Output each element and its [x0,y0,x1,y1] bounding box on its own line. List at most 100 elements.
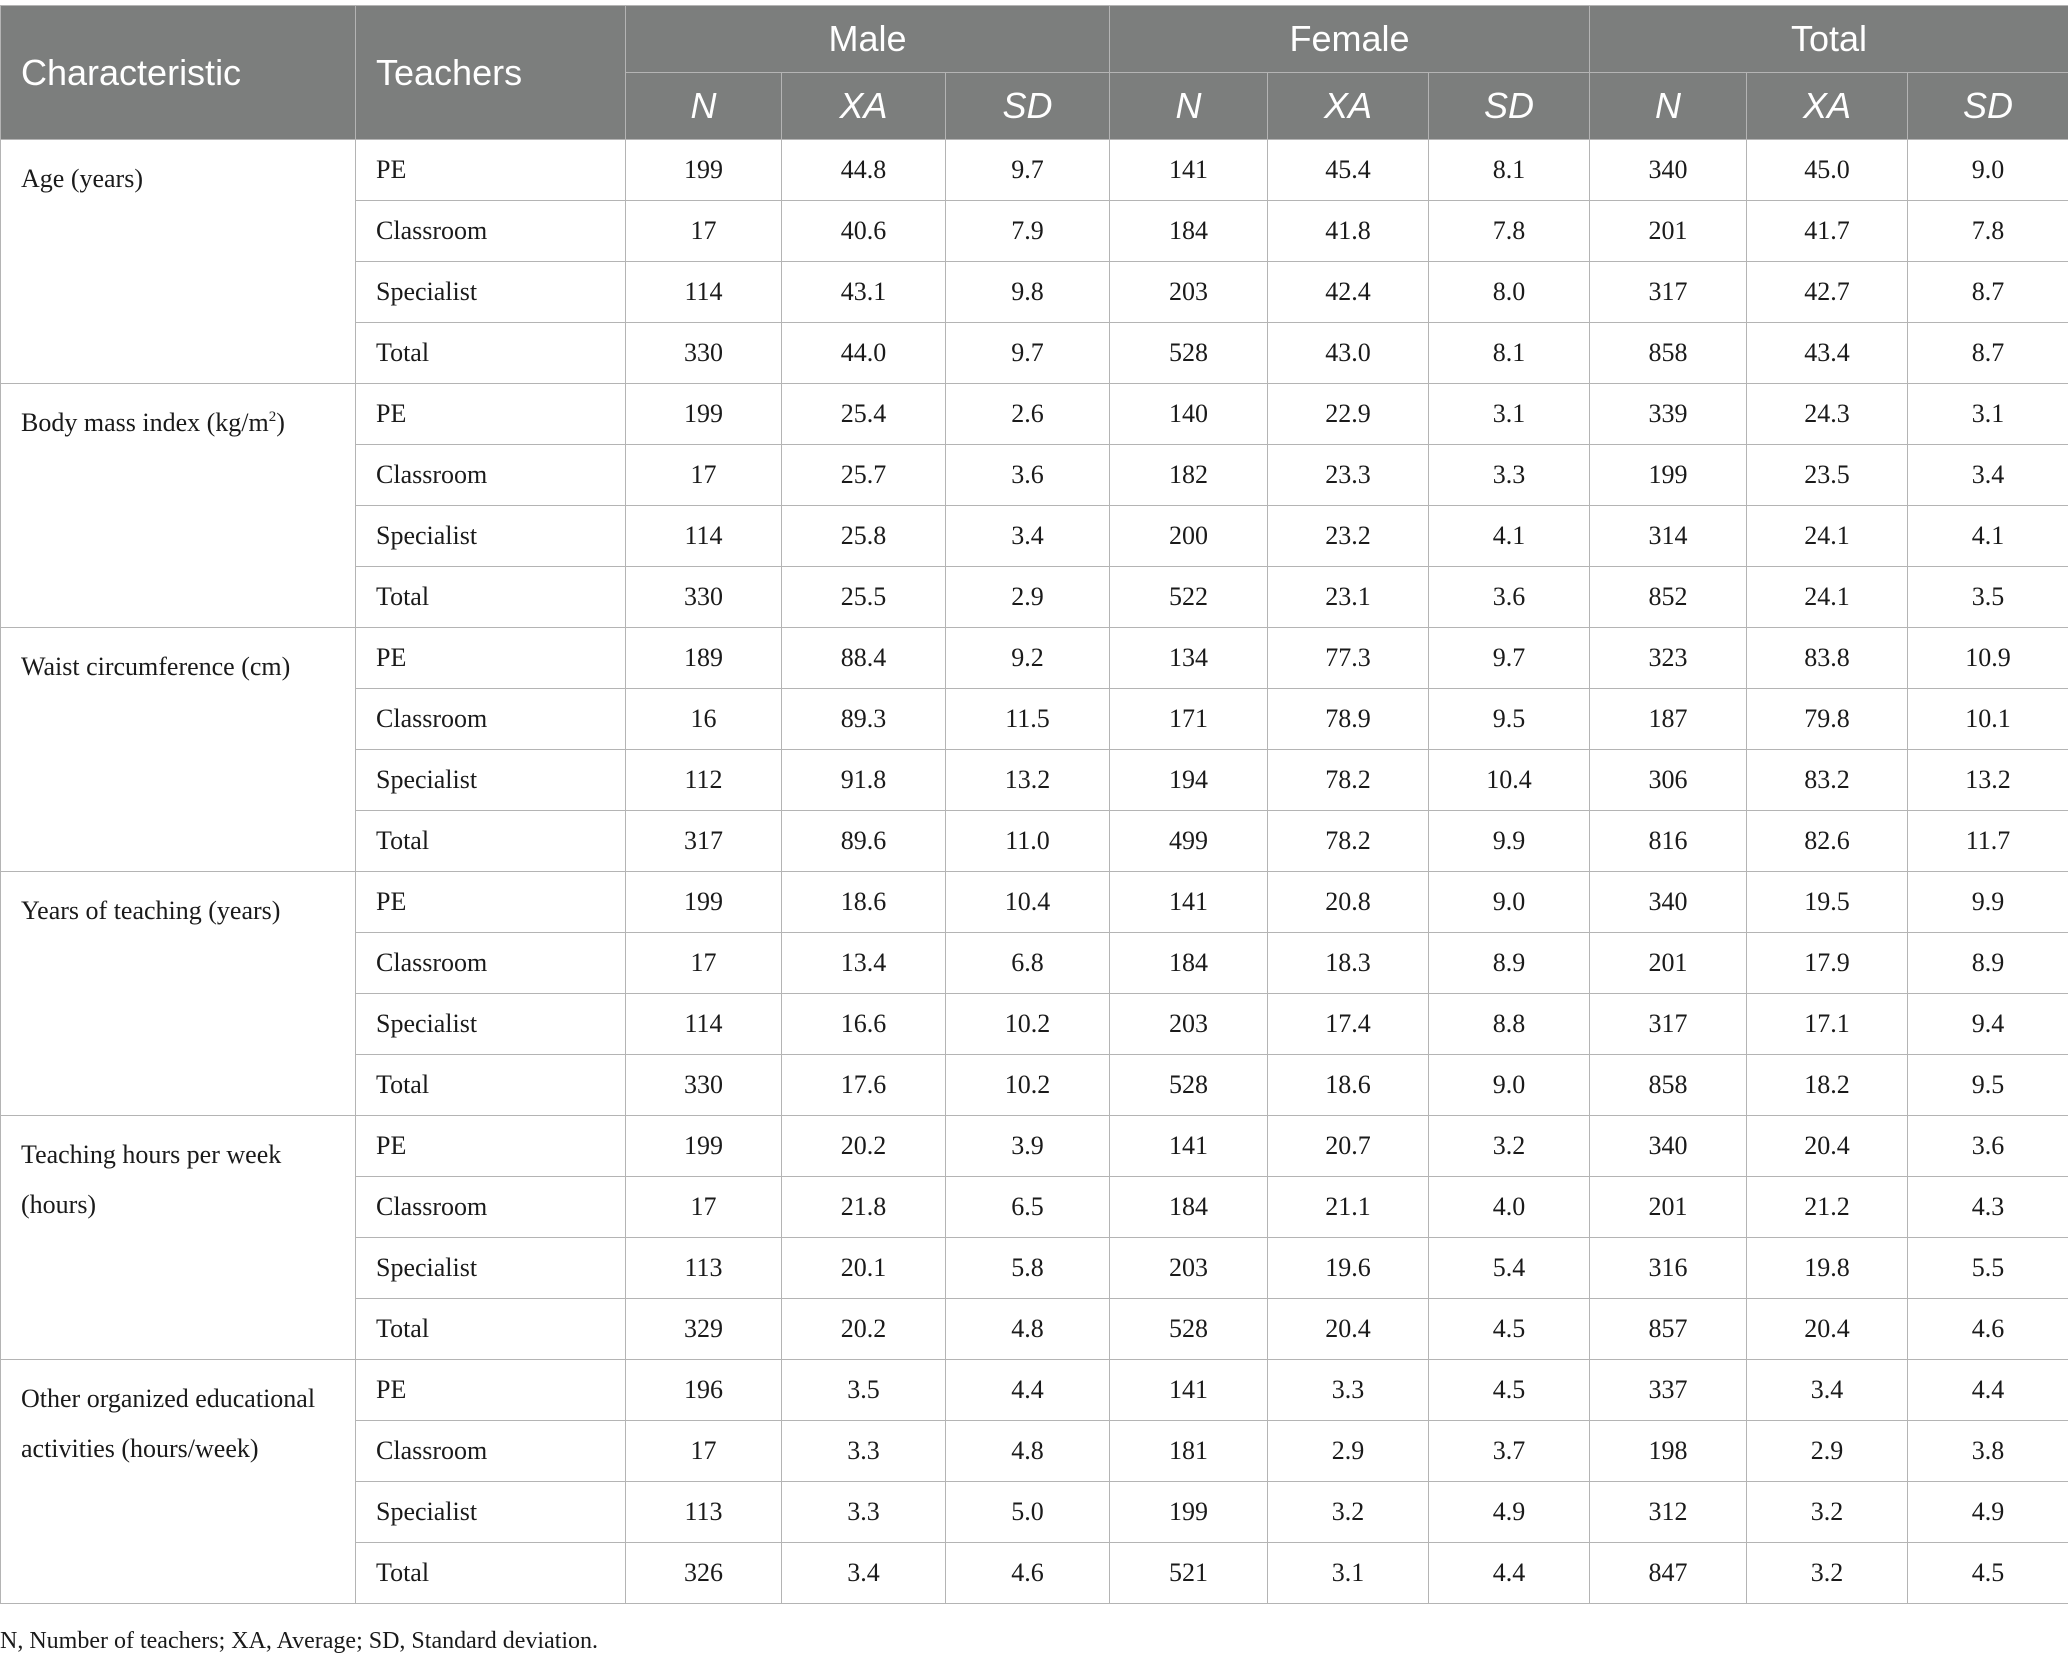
value-cell: 43.4 [1746,322,1909,384]
value-cell: 89.3 [781,688,946,750]
value-cell: 201 [1589,200,1748,262]
value-cell: 45.4 [1267,139,1430,201]
value-cell: 9.5 [1907,1054,2068,1116]
value-cell: 20.4 [1746,1115,1909,1177]
value-cell: 5.4 [1428,1237,1591,1299]
header-stat-sd: SD [1428,72,1591,140]
value-cell: 13.2 [944,749,1111,811]
value-cell: 3.2 [1746,1542,1909,1604]
value-cell: 330 [625,566,782,628]
value-cell: 337 [1589,1359,1748,1421]
value-cell: 330 [625,1054,782,1116]
value-cell: 2.9 [1267,1420,1430,1482]
value-cell: 140 [1109,383,1269,445]
value-cell: 4.8 [944,1298,1111,1360]
value-cell: 114 [625,505,782,567]
value-cell: 187 [1589,688,1748,750]
value-cell: 201 [1589,1176,1748,1238]
characteristic-cell: Other organized educational activities (… [0,1359,356,1604]
value-cell: 317 [625,810,782,872]
value-cell: 4.1 [1428,505,1591,567]
value-cell: 44.0 [781,322,946,384]
value-cell: 25.5 [781,566,946,628]
value-cell: 11.7 [1907,810,2068,872]
value-cell: 17 [625,932,782,994]
teacher-type-cell: Classroom [355,1420,626,1482]
value-cell: 5.0 [944,1481,1111,1543]
table-body: Age (years) PE 199 44.8 9.7 141 45.4 8.1 340 45.0… [0,139,2068,1604]
value-cell: 200 [1109,505,1269,567]
value-cell: 43.0 [1267,322,1430,384]
value-cell: 306 [1589,749,1748,811]
teacher-type-cell: Classroom [355,932,626,994]
value-cell: 20.1 [781,1237,946,1299]
characteristic-cell: Years of teaching (years) [0,871,356,1116]
value-cell: 4.6 [1907,1298,2068,1360]
table-row: Classroom 17 21.8 6.5 184 21.1 4.0 201 21.2 4.3 [1,1176,2068,1238]
value-cell: 171 [1109,688,1269,750]
teacher-type-cell: Total [355,1298,626,1360]
table-row: Classroom 17 3.3 4.8 181 2.9 3.7 198 2.9 3.8 [1,1420,2068,1482]
table-row: Teaching hours per week (hours) PE 199 20.2… [0,1115,2068,1360]
characteristic-label: Age (years) [21,164,143,193]
value-cell: 17.9 [1746,932,1909,994]
teacher-type-cell: Specialist [355,261,626,323]
characteristic-label: Teaching hours per week (hours) [21,1140,282,1219]
value-cell: 4.8 [944,1420,1111,1482]
value-cell: 3.4 [1746,1359,1909,1421]
teacher-type-cell: PE [355,1359,626,1421]
value-cell: 42.7 [1746,261,1909,323]
value-cell: 522 [1109,566,1269,628]
value-cell: 10.1 [1907,688,2068,750]
table-row: Body mass index (kg/m2) PE 199 25.4 2.6 140 22… [0,383,2068,628]
value-cell: 9.2 [944,627,1111,689]
value-cell: 8.7 [1907,322,2068,384]
value-cell: 816 [1589,810,1748,872]
value-cell: 17.6 [781,1054,946,1116]
teacher-type-cell: Classroom [355,1176,626,1238]
value-cell: 203 [1109,993,1269,1055]
value-cell: 141 [1109,139,1269,201]
value-cell: 3.6 [944,444,1111,506]
value-cell: 88.4 [781,627,946,689]
value-cell: 9.9 [1428,810,1591,872]
value-cell: 114 [625,993,782,1055]
value-cell: 77.3 [1267,627,1430,689]
table-row: Years of teaching (years) PE 199 18.6 10.4 14… [0,871,2068,1116]
value-cell: 847 [1589,1542,1748,1604]
value-cell: 3.3 [781,1481,946,1543]
table-row: Other organized educational activities (… [0,1359,2068,1604]
table-row: Specialist 112 91.8 13.2 194 78.2 10.4 306 83.2 1… [1,749,2068,811]
value-cell: 499 [1109,810,1269,872]
value-cell: 852 [1589,566,1748,628]
value-cell: 22.9 [1267,383,1430,445]
characteristic-cell: Teaching hours per week (hours) [0,1115,356,1360]
value-cell: 9.7 [944,322,1111,384]
value-cell: 8.8 [1428,993,1591,1055]
table-row: Specialist 114 25.8 3.4 200 23.2 4.1 314 24.1 4.1 [1,505,2068,567]
value-cell: 312 [1589,1481,1748,1543]
value-cell: 11.5 [944,688,1111,750]
header-stat-xa: XA [1267,72,1430,140]
value-cell: 24.1 [1746,566,1909,628]
value-cell: 23.3 [1267,444,1430,506]
table-row: Total 330 17.6 10.2 528 18.6 9.0 858 18.2 9.5 [1,1054,2068,1116]
value-cell: 83.8 [1746,627,1909,689]
value-cell: 20.2 [781,1298,946,1360]
value-cell: 184 [1109,1176,1269,1238]
value-cell: 18.6 [781,871,946,933]
table-row: Specialist 114 43.1 9.8 203 42.4 8.0 317 42.7 8.7 [1,261,2068,323]
value-cell: 4.1 [1907,505,2068,567]
value-cell: 45.0 [1746,139,1909,201]
value-cell: 3.3 [1428,444,1591,506]
value-cell: 17.4 [1267,993,1430,1055]
value-cell: 21.8 [781,1176,946,1238]
value-cell: 340 [1589,1115,1748,1177]
value-cell: 317 [1589,261,1748,323]
value-cell: 113 [625,1237,782,1299]
value-cell: 199 [1589,444,1748,506]
value-cell: 9.7 [1428,627,1591,689]
header-stat-sd: SD [944,72,1111,140]
value-cell: 3.3 [781,1420,946,1482]
value-cell: 199 [625,871,782,933]
